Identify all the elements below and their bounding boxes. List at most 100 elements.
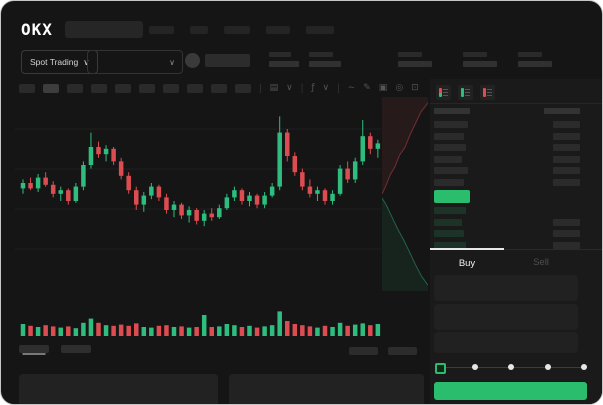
timeframe-button[interactable] xyxy=(19,84,35,93)
slider-stop[interactable] xyxy=(508,363,514,370)
order-book-ask-row[interactable] xyxy=(434,119,580,131)
bottom-tab[interactable] xyxy=(61,345,91,353)
order-book-view-combined-icon[interactable] xyxy=(436,85,451,100)
search-input[interactable] xyxy=(65,21,143,38)
order-book-bid-row[interactable] xyxy=(434,205,580,217)
bottom-toolbar-slot[interactable] xyxy=(388,347,417,355)
order-book-ask-row[interactable] xyxy=(434,131,580,143)
candle-body xyxy=(232,190,237,198)
candle-body xyxy=(179,204,184,216)
market-type-selector[interactable]: Spot Trading ∨ xyxy=(21,50,99,74)
bid-amount-placeholder xyxy=(553,230,580,238)
amount-slider[interactable] xyxy=(435,362,589,374)
timeframe-button[interactable] xyxy=(139,84,155,93)
ask-price-placeholder xyxy=(434,167,468,175)
volume-chart xyxy=(20,311,381,336)
timeframe-button[interactable] xyxy=(43,84,59,93)
order-form-field[interactable] xyxy=(434,275,578,301)
pair-dropdown[interactable]: ∨ xyxy=(87,50,183,74)
volume-bar xyxy=(134,323,139,336)
candle-body xyxy=(81,165,86,187)
bottom-panel xyxy=(229,374,424,404)
order-form-field[interactable] xyxy=(434,304,578,330)
volume-bar xyxy=(111,325,116,336)
okx-logo[interactable]: OKX xyxy=(21,20,53,39)
timeframe-button[interactable] xyxy=(67,84,83,93)
buy-submit-button[interactable] xyxy=(434,382,587,400)
candlestick-chart[interactable] xyxy=(15,97,381,297)
candle-body xyxy=(111,148,116,162)
candle-style-icon[interactable]: ▤ xyxy=(269,83,279,93)
toggle-lines xyxy=(487,88,493,97)
candle-body xyxy=(224,197,230,209)
ask-amount-placeholder xyxy=(553,167,580,175)
order-book-column-header xyxy=(544,108,580,114)
ticker-stat xyxy=(518,52,552,67)
volume-bar xyxy=(186,327,192,336)
settings-icon[interactable]: ◎ xyxy=(395,83,404,93)
candle-body xyxy=(66,190,71,201)
stat-label-placeholder xyxy=(518,52,542,57)
indicators-icon[interactable]: ƒ xyxy=(311,83,315,93)
volume-bar xyxy=(201,315,207,336)
screenshot-icon[interactable]: ▣ xyxy=(378,83,388,93)
order-book-bid-row[interactable] xyxy=(434,217,580,229)
fullscreen-icon[interactable]: ⊡ xyxy=(411,83,419,93)
candle-body xyxy=(239,190,245,201)
bottom-toolbar-slot[interactable] xyxy=(349,347,378,355)
bid-price-placeholder xyxy=(434,207,466,215)
volume-bar xyxy=(330,327,335,336)
volume-bar xyxy=(50,326,56,336)
nav-item[interactable] xyxy=(190,26,208,34)
order-book-bid-row[interactable] xyxy=(434,240,580,252)
ask-price-placeholder xyxy=(434,155,462,163)
candle-body xyxy=(126,175,131,191)
bottom-tab[interactable] xyxy=(19,345,49,353)
timeframe-button[interactable] xyxy=(91,84,107,93)
nav-item[interactable] xyxy=(306,26,334,34)
order-book-ask-row[interactable] xyxy=(434,165,580,177)
chevron-down-icon[interactable]: ∨ xyxy=(286,83,293,93)
volume-bar xyxy=(375,324,381,336)
ask-price-placeholder xyxy=(434,178,464,186)
timeframe-button[interactable] xyxy=(163,84,179,93)
timeframe-button[interactable] xyxy=(187,84,203,93)
order-book-ask-row[interactable] xyxy=(434,142,580,154)
timeframe-button[interactable] xyxy=(211,84,227,93)
slider-stop[interactable] xyxy=(471,363,478,370)
last-price-bar xyxy=(434,190,470,203)
candle-body xyxy=(375,143,381,149)
candle-body xyxy=(73,186,79,201)
timeframe-button[interactable] xyxy=(115,84,131,93)
nav-item[interactable] xyxy=(224,26,250,34)
order-book-bid-row[interactable] xyxy=(434,228,580,240)
order-book-view-asks-icon[interactable] xyxy=(480,85,495,100)
stat-label-placeholder xyxy=(269,52,291,57)
volume-bar xyxy=(126,325,131,336)
order-form-field[interactable] xyxy=(434,332,578,353)
candle-body xyxy=(315,190,320,194)
volume-bar xyxy=(149,327,154,336)
slider-stop[interactable] xyxy=(544,363,551,370)
volume-bar xyxy=(352,324,358,336)
candle-body xyxy=(96,147,101,155)
volume-bar xyxy=(88,318,94,336)
volume-bar xyxy=(35,327,41,336)
buy-tab[interactable]: Buy xyxy=(430,248,504,272)
candle-body xyxy=(262,195,267,205)
order-book-view-bids-icon[interactable] xyxy=(458,85,473,100)
order-book-ask-row[interactable] xyxy=(434,177,580,189)
slider-stop[interactable] xyxy=(435,362,446,374)
sell-tab[interactable]: Sell xyxy=(533,257,549,268)
slider-stop[interactable] xyxy=(581,363,587,370)
nav-item[interactable] xyxy=(266,26,290,34)
timeframe-button[interactable] xyxy=(235,84,251,93)
ask-price-placeholder xyxy=(434,144,466,152)
candle-body xyxy=(171,204,177,210)
stat-value-placeholder xyxy=(309,61,341,67)
order-book-ask-row[interactable] xyxy=(434,154,580,166)
nav-item[interactable] xyxy=(149,26,174,34)
line-tool-icon[interactable]: ∼ xyxy=(347,83,356,93)
chevron-down-icon[interactable]: ∨ xyxy=(322,83,330,93)
draw-icon[interactable]: ✎ xyxy=(363,83,371,93)
